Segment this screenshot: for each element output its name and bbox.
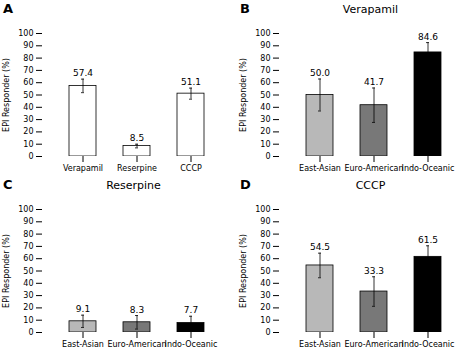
svg-text:80: 80 — [260, 54, 270, 63]
svg-text:100: 100 — [255, 205, 270, 214]
svg-text:30: 30 — [260, 115, 270, 124]
svg-text:40: 40 — [23, 279, 33, 288]
svg-text:70: 70 — [23, 66, 33, 75]
svg-text:41.7: 41.7 — [364, 77, 384, 87]
svg-text:8.5: 8.5 — [130, 133, 144, 143]
svg-text:20: 20 — [23, 303, 33, 312]
svg-text:50: 50 — [260, 91, 270, 100]
svg-text:100: 100 — [255, 29, 270, 38]
svg-text:EPI Responder (%): EPI Responder (%) — [2, 58, 11, 132]
svg-text:10: 10 — [23, 316, 33, 325]
svg-text:90: 90 — [23, 41, 33, 50]
html-text:Reserpine: Reserpine — [106, 179, 161, 192]
svg-text:EPI Responder (%): EPI Responder (%) — [239, 234, 248, 308]
svg-text:20: 20 — [260, 303, 270, 312]
svg-text:50: 50 — [23, 267, 33, 276]
svg-text:33.3: 33.3 — [364, 266, 384, 276]
svg-text:Indo-Oceanic: Indo-Oceanic — [165, 340, 218, 349]
svg-text:80: 80 — [23, 54, 33, 63]
svg-text:Euro-American: Euro-American — [344, 164, 403, 173]
svg-text:Indo-Oceanic: Indo-Oceanic — [402, 164, 455, 173]
svg-text:70: 70 — [260, 242, 270, 251]
svg-text:0: 0 — [28, 328, 33, 337]
svg-text:51.1: 51.1 — [181, 77, 201, 87]
html-text:Verapamil: Verapamil — [342, 3, 399, 16]
svg-text:84.6: 84.6 — [418, 32, 438, 42]
svg-text:70: 70 — [260, 66, 270, 75]
svg-text:80: 80 — [23, 230, 33, 239]
svg-text:40: 40 — [260, 279, 270, 288]
svg-text:50.0: 50.0 — [310, 68, 330, 78]
svg-text:8.3: 8.3 — [130, 305, 144, 315]
svg-text:80: 80 — [260, 230, 270, 239]
svg-text:50: 50 — [23, 91, 33, 100]
svg-text:0: 0 — [28, 152, 33, 161]
svg-text:61.5: 61.5 — [418, 235, 438, 245]
svg-text:57.4: 57.4 — [73, 68, 93, 78]
svg-text:90: 90 — [23, 217, 33, 226]
svg-text:0: 0 — [265, 152, 270, 161]
svg-text:70: 70 — [23, 242, 33, 251]
svg-text:East-Asian: East-Asian — [62, 340, 104, 349]
svg-text:90: 90 — [260, 41, 270, 50]
html-text:B: B — [240, 1, 250, 16]
html-text:CCCP: CCCP — [355, 179, 386, 192]
html-text:A: A — [3, 1, 14, 16]
svg-text:CCCP: CCCP — [180, 164, 202, 173]
html-text:C: C — [3, 177, 13, 192]
svg-text:20: 20 — [23, 127, 33, 136]
svg-text:10: 10 — [260, 316, 270, 325]
svg-text:9.1: 9.1 — [76, 304, 90, 314]
svg-text:60: 60 — [23, 254, 33, 263]
svg-text:East-Asian: East-Asian — [299, 164, 341, 173]
svg-text:60: 60 — [260, 78, 270, 87]
svg-text:East-Asian: East-Asian — [299, 340, 341, 349]
svg-text:100: 100 — [18, 29, 33, 38]
svg-text:40: 40 — [23, 103, 33, 112]
svg-text:60: 60 — [23, 78, 33, 87]
svg-text:0: 0 — [265, 328, 270, 337]
svg-text:Verapamil: Verapamil — [63, 164, 103, 173]
svg-text:100: 100 — [18, 205, 33, 214]
svg-text:Euro-American: Euro-American — [107, 340, 166, 349]
svg-text:90: 90 — [260, 217, 270, 226]
svg-text:54.5: 54.5 — [310, 242, 330, 252]
svg-text:Reserpine: Reserpine — [117, 164, 157, 173]
svg-text:7.7: 7.7 — [184, 305, 198, 315]
svg-text:EPI Responder (%): EPI Responder (%) — [2, 234, 11, 308]
svg-text:10: 10 — [260, 140, 270, 149]
svg-text:Indo-Oceanic: Indo-Oceanic — [402, 340, 455, 349]
svg-text:10: 10 — [23, 140, 33, 149]
svg-text:30: 30 — [23, 115, 33, 124]
svg-text:30: 30 — [23, 291, 33, 300]
svg-text:40: 40 — [260, 103, 270, 112]
svg-text:60: 60 — [260, 254, 270, 263]
html-text:D: D — [240, 177, 251, 192]
svg-text:30: 30 — [260, 291, 270, 300]
svg-text:Euro-American: Euro-American — [344, 340, 403, 349]
svg-text:EPI Responder (%): EPI Responder (%) — [239, 58, 248, 132]
svg-text:50: 50 — [260, 267, 270, 276]
svg-text:20: 20 — [260, 127, 270, 136]
